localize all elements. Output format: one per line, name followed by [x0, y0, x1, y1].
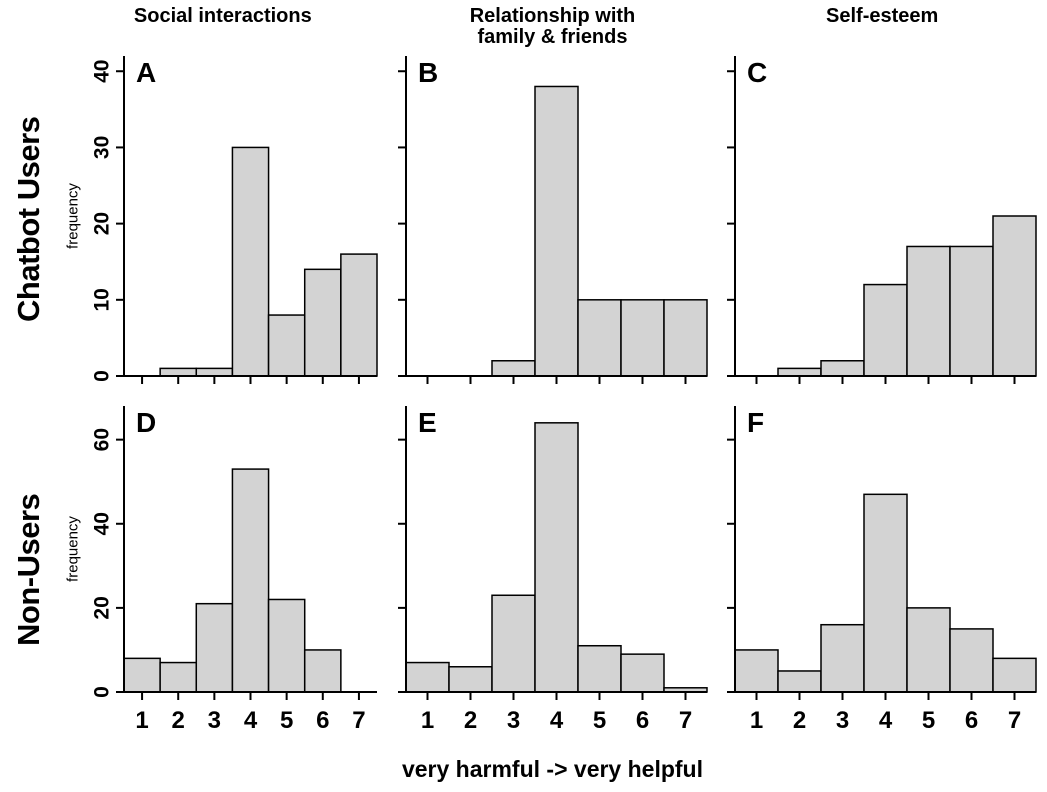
histogram-bar: [734, 649, 780, 693]
x-tick-label: 2: [463, 707, 476, 734]
y-axis-title: frequency: [65, 516, 82, 582]
panel-cell-d: 0 20 40 60 1 2 3 4 5 6 7 frequency D: [58, 394, 388, 746]
x-tick-label: 4: [879, 707, 893, 734]
histogram-bar: [159, 367, 198, 377]
panel-cell-c: C: [717, 44, 1047, 394]
panel-letter: B: [418, 57, 438, 88]
y-tick-label: 0: [91, 370, 114, 382]
x-axis-caption: very harmful -> very helpful: [401, 755, 703, 782]
x-tick-label: 3: [506, 707, 519, 734]
y-tick-label: 40: [91, 60, 114, 83]
histogram-panel-a: 0 10 20 30 40 frequency A: [65, 56, 378, 384]
histogram-bar: [404, 661, 450, 693]
histogram-panel-b: B: [397, 56, 708, 384]
histogram-bar: [195, 367, 234, 377]
x-tick-label: 1: [420, 707, 433, 734]
histogram-bar: [231, 146, 270, 377]
panel-cell-e: 1 2 3 4 5 6 7 E: [388, 394, 718, 746]
histogram-bar: [576, 644, 622, 693]
x-tick-label: 4: [244, 707, 258, 734]
y-tick-label: 30: [91, 136, 114, 159]
y-tick-label: 0: [91, 686, 114, 698]
y-tick-label: 40: [91, 512, 114, 535]
histogram-panel-d: 0 20 40 60 1 2 3 4 5 6 7 frequency D: [65, 406, 377, 734]
histogram-bar: [820, 623, 866, 693]
x-tick-label: 6: [316, 707, 329, 734]
x-tick-label: 3: [836, 707, 849, 734]
x-tick-label: 1: [135, 707, 148, 734]
histogram-bar: [490, 594, 536, 693]
row-label-chatbot-users: Chatbot Users: [11, 116, 46, 322]
histogram-bar: [949, 628, 995, 693]
column-title-self-esteem: Self-esteem: [826, 5, 939, 27]
histogram-bar: [863, 283, 909, 377]
row-label-non-users: Non-Users: [11, 493, 46, 647]
x-tick-label: 2: [172, 707, 185, 734]
x-tick-label: 3: [208, 707, 221, 734]
histogram-bar: [533, 422, 579, 693]
histogram-bar: [533, 85, 579, 377]
x-tick-label: 5: [922, 707, 935, 734]
y-tick-label: 20: [91, 212, 114, 235]
histogram-bar: [949, 245, 995, 377]
x-tick-label: 7: [678, 707, 691, 734]
histogram-bar: [490, 360, 536, 377]
histogram-bar: [906, 607, 952, 693]
x-tick-label: 7: [1008, 707, 1021, 734]
histogram-bar: [123, 657, 161, 693]
histogram-bar: [267, 598, 306, 693]
histogram-bar: [777, 670, 823, 693]
histogram-bar: [992, 215, 1038, 377]
panel-letter: A: [136, 57, 156, 88]
panel-letter: E: [418, 407, 437, 438]
y-tick-label: 20: [91, 596, 114, 619]
histogram-bar: [159, 661, 198, 693]
panel-cell-f: 1 2 3 4 5 6 7 F: [717, 394, 1047, 746]
histogram-bar: [662, 299, 708, 377]
histogram-bar: [195, 602, 234, 693]
x-tick-label: 5: [280, 707, 293, 734]
x-tick-label: 5: [592, 707, 605, 734]
y-tick-label: 10: [91, 288, 114, 311]
histogram-bar: [303, 649, 342, 693]
histogram-bar: [231, 468, 270, 693]
histogram-bar: [777, 367, 823, 377]
x-tick-label: 7: [352, 707, 365, 734]
histogram-bar: [303, 268, 342, 377]
histogram-bar: [906, 245, 952, 377]
histogram-panel-f: 1 2 3 4 5 6 7 F: [727, 406, 1038, 734]
y-axis-title: frequency: [65, 183, 82, 249]
histogram-bar: [863, 493, 909, 693]
histogram-bar: [619, 299, 665, 377]
x-tick-label: 6: [635, 707, 648, 734]
x-tick-label: 4: [549, 707, 563, 734]
panel-letter: C: [747, 57, 767, 88]
histogram-bar: [576, 299, 622, 377]
header-spacer: [0, 0, 58, 44]
panel-letter: D: [136, 407, 156, 438]
panel-letter: F: [747, 407, 764, 438]
histogram-bar: [340, 253, 378, 377]
histogram-bar: [619, 653, 665, 693]
x-tick-label: 6: [965, 707, 978, 734]
column-title-relationship-family-friends: Relationship with family & friends: [469, 5, 636, 48]
column-title-social-interactions: Social interactions: [133, 5, 312, 27]
y-tick-label: 60: [91, 428, 114, 451]
histogram-bar: [820, 360, 866, 377]
histogram-bar: [992, 657, 1038, 693]
panel-cell-a: 0 10 20 30 40 frequency A: [58, 44, 388, 394]
panel-cell-b: B: [388, 44, 718, 394]
histogram-bar: [267, 314, 306, 377]
x-tick-label: 2: [793, 707, 806, 734]
histogram-panel-e: 1 2 3 4 5 6 7 E: [397, 406, 708, 734]
histogram-bar: [447, 666, 493, 693]
x-tick-label: 1: [750, 707, 763, 734]
histogram-panel-c: C: [727, 56, 1038, 384]
